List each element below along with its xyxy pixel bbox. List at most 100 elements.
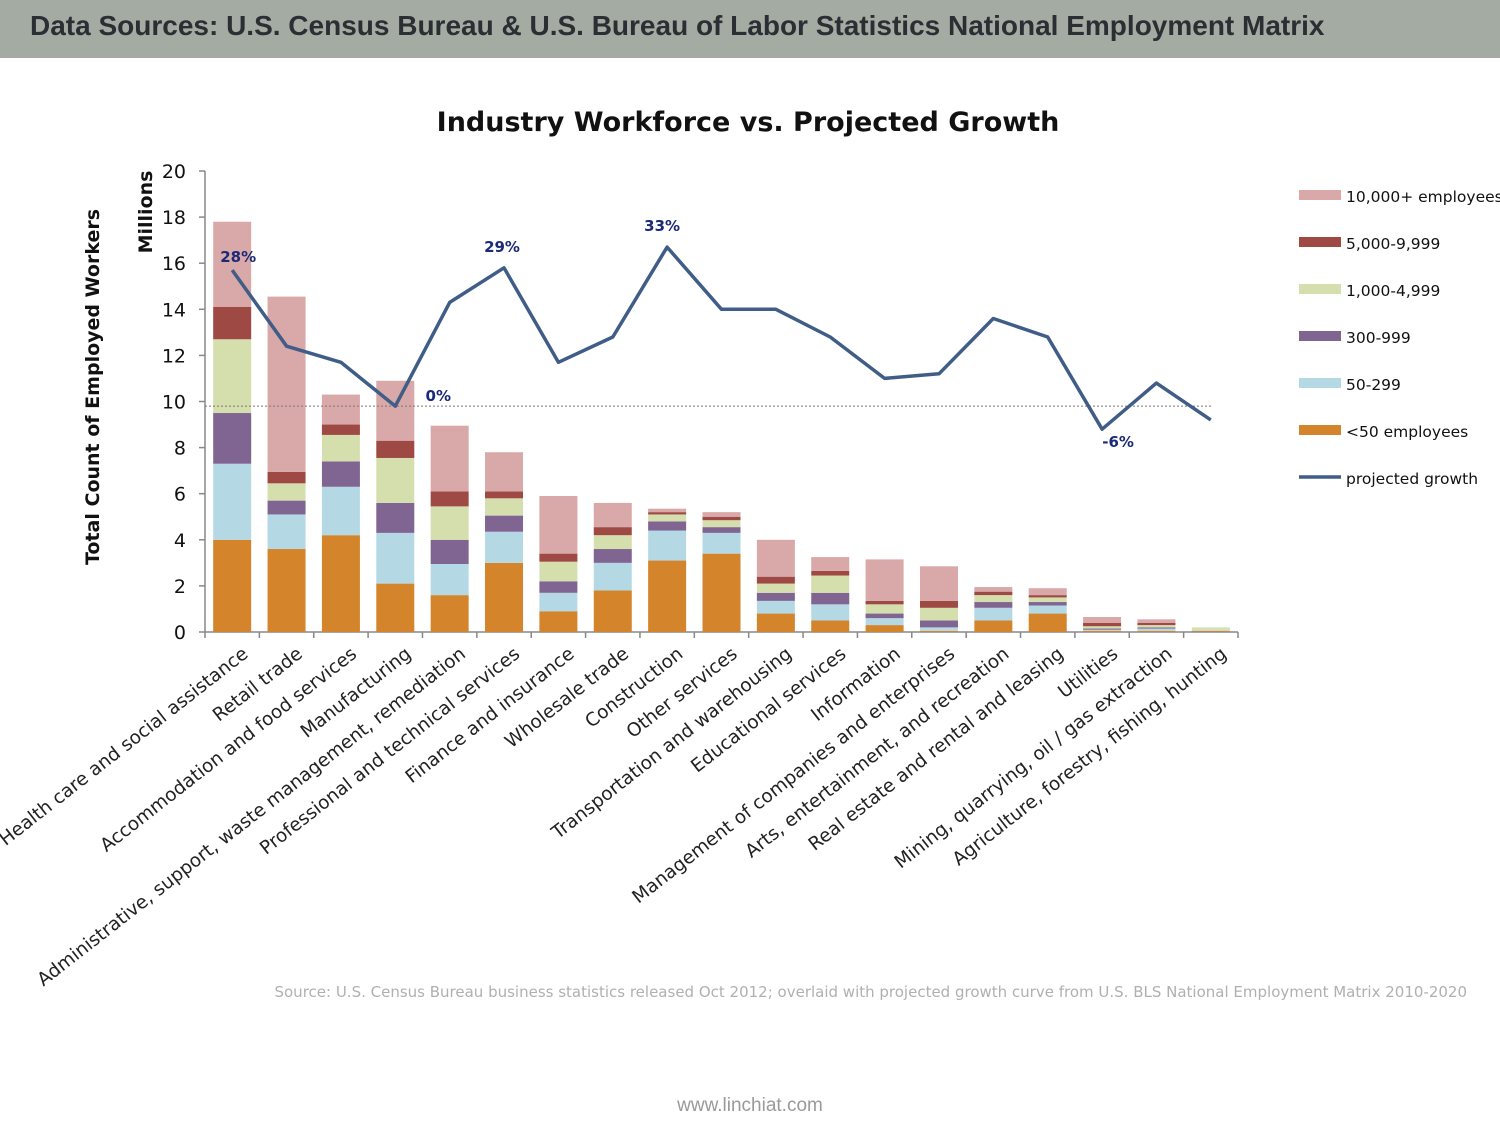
- bar-segment: [702, 532, 741, 554]
- bar-segment: [376, 380, 415, 441]
- y-tick-label: 10: [162, 392, 186, 414]
- legend-swatch: [1299, 425, 1341, 435]
- bar-segment: [648, 512, 687, 515]
- growth-label: 33%: [644, 217, 680, 235]
- bar-segment: [919, 600, 958, 608]
- bar-segment: [430, 425, 469, 492]
- y-tick-label: 18: [162, 207, 186, 229]
- bar-segment: [267, 296, 306, 472]
- bar-segment: [321, 424, 360, 435]
- bar-segment: [919, 566, 958, 601]
- bar-segment: [865, 613, 904, 619]
- bar-segment: [376, 440, 415, 458]
- bar-segment: [430, 506, 469, 540]
- bar-segment: [321, 461, 360, 487]
- bar-segment: [756, 583, 795, 593]
- bar-segment: [376, 532, 415, 584]
- legend-swatch: [1299, 331, 1341, 341]
- legend-label: 300-999: [1346, 329, 1411, 347]
- bar-segment: [1083, 629, 1122, 631]
- source-note: Source: U.S. Census Bureau business stat…: [274, 983, 1467, 1001]
- y-axis-label: Total Count of Employed Workers: [82, 209, 104, 565]
- bar-segment: [267, 514, 306, 550]
- bar-segment: [702, 512, 741, 517]
- bar-segment: [756, 613, 795, 632]
- bar-segment: [1083, 617, 1122, 623]
- growth-label: 0%: [426, 387, 451, 405]
- bar-segment: [1028, 595, 1067, 598]
- y-tick-label: 4: [174, 530, 186, 552]
- bar-segment: [919, 620, 958, 628]
- bar-segment: [430, 539, 469, 565]
- bar-segment: [485, 498, 524, 516]
- y-tick-label: 12: [162, 345, 186, 367]
- growth-label: 28%: [220, 248, 256, 266]
- bar-segment: [539, 611, 578, 632]
- bar-segment: [539, 592, 578, 612]
- header-bar: Data Sources: U.S. Census Bureau & U.S. …: [0, 0, 1500, 58]
- chart-title: Industry Workforce vs. Projected Growth: [437, 107, 1060, 138]
- bar-segment: [267, 483, 306, 501]
- growth-line: [230, 245, 1212, 431]
- bar-segment: [213, 463, 252, 540]
- bar-segment: [811, 620, 850, 632]
- bar-segment: [702, 520, 741, 528]
- legend-swatch: [1299, 190, 1341, 200]
- bar-segment: [974, 587, 1013, 592]
- bar-segment: [430, 564, 469, 596]
- bar-segment: [539, 553, 578, 562]
- legend-label: 50-299: [1346, 376, 1401, 394]
- bar-segment: [321, 535, 360, 632]
- bar-segment: [974, 591, 1013, 596]
- bar-segment: [865, 559, 904, 601]
- bar-segment: [865, 618, 904, 626]
- bar-segment: [376, 457, 415, 503]
- bar-segment: [213, 221, 252, 307]
- bar-segment: [811, 570, 850, 576]
- bar-segment: [1191, 629, 1230, 631]
- legend-label: projected growth: [1346, 470, 1478, 488]
- bar-segment: [756, 592, 795, 601]
- bar-segment: [485, 531, 524, 563]
- bar-segment: [865, 625, 904, 632]
- bar-segment: [1083, 628, 1122, 630]
- bar-segment: [1028, 602, 1067, 606]
- bar-segment: [1083, 626, 1122, 629]
- bar-segment: [1137, 625, 1176, 628]
- bar-segment: [430, 595, 469, 632]
- bar-segment: [865, 604, 904, 614]
- bar-segment: [648, 521, 687, 531]
- legend-label: <50 employees: [1346, 423, 1468, 441]
- bar-segment: [756, 539, 795, 577]
- y-tick-label: 20: [162, 161, 186, 183]
- bar-segment: [1028, 605, 1067, 614]
- bar-segment: [321, 434, 360, 462]
- bar-segment: [593, 590, 632, 632]
- growth-label: -6%: [1102, 433, 1134, 451]
- bar-segment: [213, 539, 252, 632]
- bar-segment: [539, 581, 578, 593]
- bar-segment: [756, 576, 795, 584]
- bar-segment: [1137, 628, 1176, 631]
- bar-segment: [593, 549, 632, 563]
- bar-segment: [321, 394, 360, 425]
- bar-segment: [974, 602, 1013, 608]
- bar-segment: [974, 620, 1013, 632]
- legend-label: 5,000-9,999: [1346, 235, 1440, 253]
- bar-segment: [1137, 619, 1176, 623]
- bar-segment: [1028, 613, 1067, 632]
- y-tick-label: 8: [174, 438, 186, 460]
- bar-segment: [974, 607, 1013, 621]
- bar-segment: [919, 630, 958, 632]
- bar-segment: [1137, 622, 1176, 626]
- bar-segment: [811, 592, 850, 605]
- bar-segment: [865, 600, 904, 605]
- bar-segment: [1028, 588, 1067, 596]
- bar-segment: [702, 527, 741, 533]
- bar-segment: [756, 600, 795, 614]
- bar-segment: [593, 527, 632, 536]
- header-title: Data Sources: U.S. Census Bureau & U.S. …: [30, 10, 1325, 41]
- bar-segment: [702, 553, 741, 632]
- bar-segment: [376, 502, 415, 533]
